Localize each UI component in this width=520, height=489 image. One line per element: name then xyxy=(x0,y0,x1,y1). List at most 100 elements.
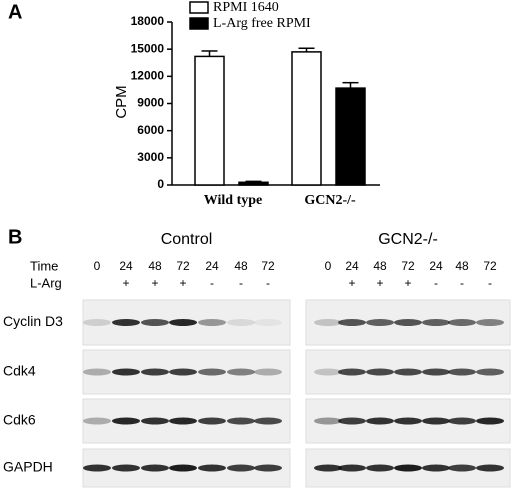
blot-band xyxy=(254,368,282,376)
blot-band xyxy=(314,319,342,326)
time-label: 24 xyxy=(119,259,133,273)
time-label: 24 xyxy=(345,259,359,273)
blot-band xyxy=(83,417,111,425)
y-tick-label: 6000 xyxy=(137,123,164,137)
x-tick-label: GCN2-/- xyxy=(304,193,356,208)
larg-label: + xyxy=(376,276,383,290)
blot-band xyxy=(112,319,140,326)
blot-band xyxy=(448,319,476,326)
blot-band xyxy=(338,319,366,326)
bar xyxy=(291,51,322,186)
time-label: 72 xyxy=(401,259,415,273)
blot-band xyxy=(314,417,342,425)
blot-band xyxy=(141,319,169,326)
blot-band xyxy=(338,368,366,376)
blot-band xyxy=(314,368,342,376)
blot-band xyxy=(394,417,422,425)
blot-band xyxy=(83,464,111,472)
blot-band xyxy=(169,368,197,376)
larg-label: + xyxy=(179,276,186,290)
y-tick-label: 0 xyxy=(157,177,164,191)
blot-band xyxy=(227,417,255,425)
larg-label: + xyxy=(151,276,158,290)
bar xyxy=(335,87,366,186)
blot-band xyxy=(394,319,422,326)
blot-band xyxy=(422,464,450,472)
larg-label: - xyxy=(460,276,464,290)
blot-band xyxy=(448,464,476,472)
blot-band xyxy=(338,464,366,472)
time-label: 48 xyxy=(148,259,162,273)
time-label: 48 xyxy=(455,259,469,273)
blot-band xyxy=(83,368,111,376)
blot-band xyxy=(83,319,111,326)
larg-label: - xyxy=(266,276,270,290)
blot-band xyxy=(448,368,476,376)
larg-label: - xyxy=(434,276,438,290)
blot-band xyxy=(227,319,255,326)
blot-band xyxy=(476,464,504,472)
row-label: Cyclin D3 xyxy=(3,313,63,329)
larg-label: - xyxy=(210,276,214,290)
time-label: 72 xyxy=(483,259,497,273)
blot-band xyxy=(366,464,394,472)
larg-label: + xyxy=(404,276,411,290)
group-label: Control xyxy=(161,231,213,248)
larg-label: + xyxy=(122,276,129,290)
time-label: 0 xyxy=(325,259,332,273)
time-label: 48 xyxy=(373,259,387,273)
row-label: Cdk6 xyxy=(3,412,36,428)
blot-band xyxy=(366,368,394,376)
y-tick-label: 3000 xyxy=(137,150,164,164)
x-tick-label: Wild type xyxy=(204,193,262,208)
legend-swatch xyxy=(189,1,209,14)
blot-band xyxy=(254,464,282,472)
row-label: Cdk4 xyxy=(3,363,36,379)
blot-band xyxy=(169,319,197,326)
time-label: 24 xyxy=(429,259,443,273)
blot-band xyxy=(141,417,169,425)
blot-band xyxy=(169,464,197,472)
blot-band xyxy=(476,417,504,425)
y-tick-label: 12000 xyxy=(131,69,165,83)
blot-band xyxy=(448,417,476,425)
blot-band xyxy=(338,417,366,425)
y-axis-label: CPM xyxy=(113,85,130,118)
y-tick-label: 9000 xyxy=(137,96,164,110)
row-header: Time xyxy=(30,258,58,273)
blot-band xyxy=(227,464,255,472)
bar xyxy=(194,55,225,186)
blot-band xyxy=(112,417,140,425)
time-label: 72 xyxy=(176,259,190,273)
legend-swatch xyxy=(189,17,209,30)
panel-label: B xyxy=(8,226,22,248)
blot-band xyxy=(227,368,255,376)
blot-band xyxy=(198,319,226,326)
blot-band xyxy=(314,464,342,472)
blot-band xyxy=(394,464,422,472)
time-label: 48 xyxy=(234,259,248,273)
panel-label: A xyxy=(8,1,22,23)
time-label: 0 xyxy=(94,259,101,273)
blot-band xyxy=(198,417,226,425)
legend-label: L-Arg free RPMI xyxy=(213,16,311,31)
blot-band xyxy=(422,319,450,326)
blot-band xyxy=(141,464,169,472)
larg-label: - xyxy=(239,276,243,290)
time-label: 72 xyxy=(261,259,275,273)
blot-band xyxy=(366,319,394,326)
row-header: L-Arg xyxy=(30,275,62,290)
blot-band xyxy=(169,417,197,425)
blot-band xyxy=(198,368,226,376)
blot-band xyxy=(476,368,504,376)
y-tick-label: 15000 xyxy=(131,41,165,55)
blot-band xyxy=(422,368,450,376)
blot-band xyxy=(366,417,394,425)
blot-band xyxy=(476,319,504,326)
time-label: 24 xyxy=(205,259,219,273)
y-tick-label: 18000 xyxy=(131,14,165,28)
blot-band xyxy=(112,464,140,472)
blot-band xyxy=(254,319,282,326)
larg-label: - xyxy=(488,276,492,290)
